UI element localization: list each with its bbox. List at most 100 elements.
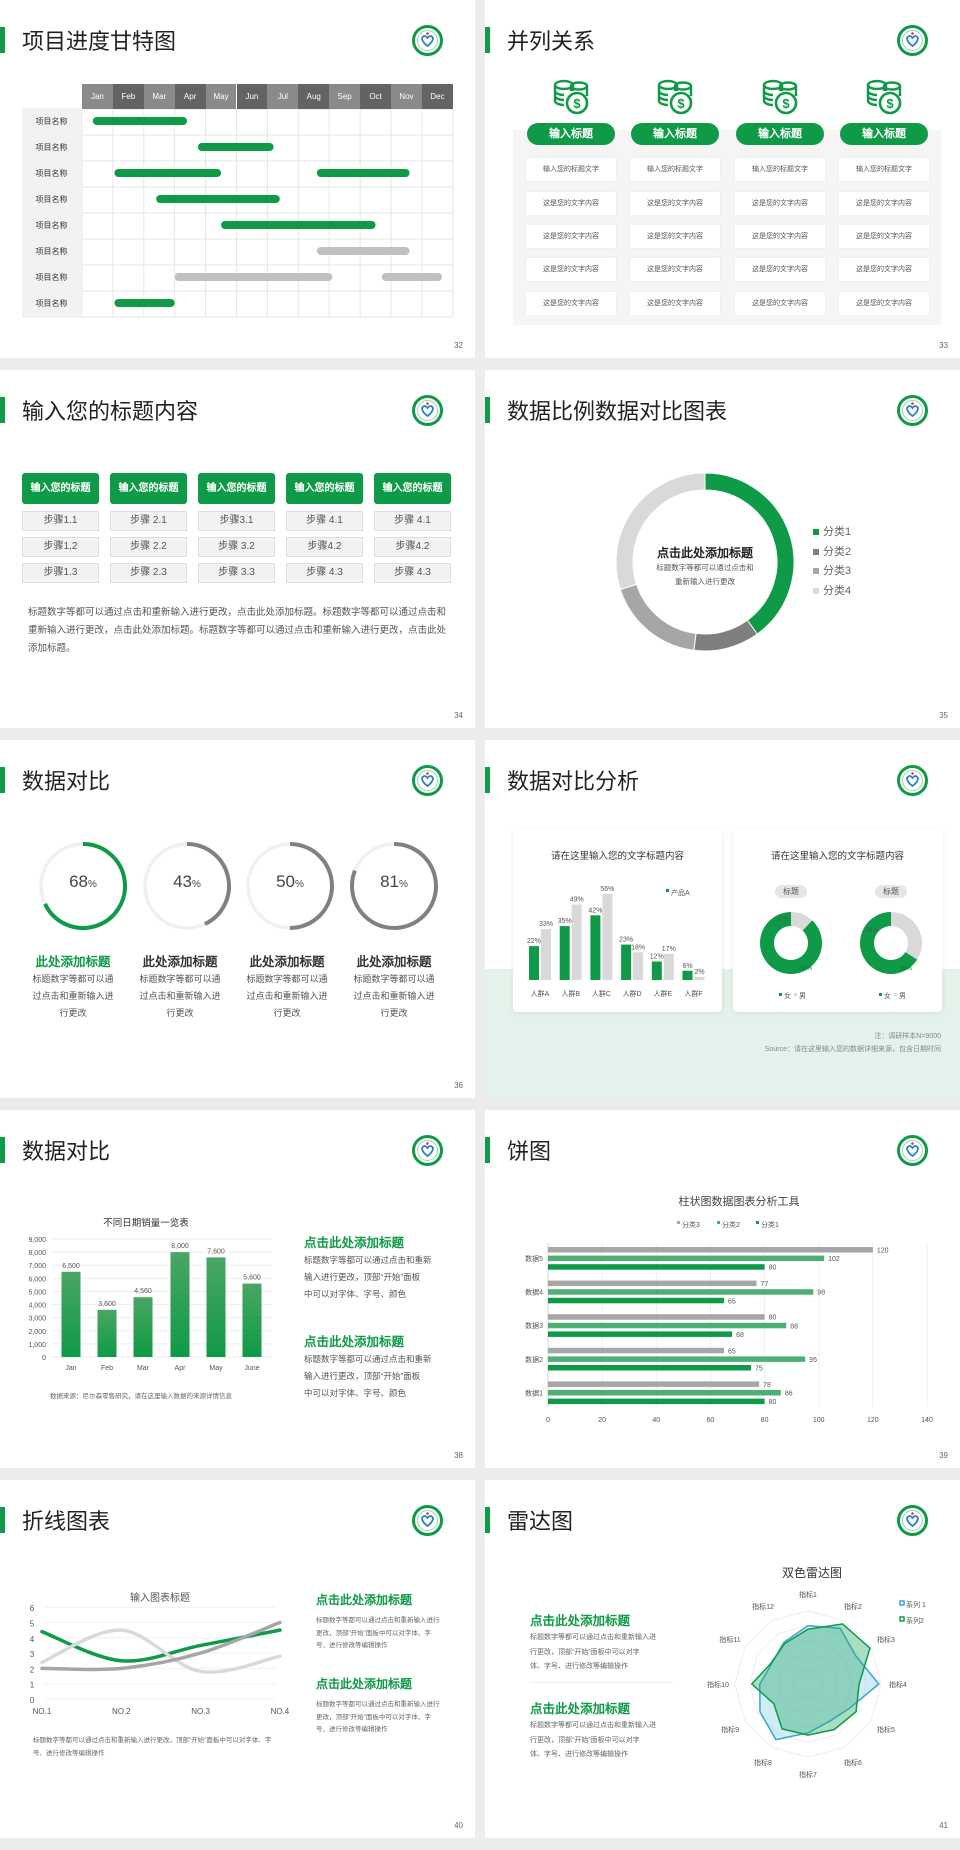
legend-item: 分类2: [813, 543, 851, 559]
step-box[interactable]: 步骤 2.1: [110, 511, 187, 531]
item-description: 行更改: [273, 1008, 301, 1018]
slide-title: 折线图表: [22, 1509, 111, 1534]
month-header-Mar: Mar: [143, 84, 175, 109]
step-box[interactable]: 步骤 3.2: [198, 537, 275, 557]
donut-slice-分类2: [693, 619, 759, 652]
step-box[interactable]: 步骤4.2: [374, 537, 451, 557]
slide-33: 并列关系 33 $ 输入标题 输入您的标题文字 这是您的文字内容 这是您的文字内容 这是您的文…: [485, 0, 960, 358]
percent-number: 68: [69, 872, 88, 891]
step-box[interactable]: 步骤4.2: [286, 537, 363, 557]
column-title-pill[interactable]: 输入标题: [736, 123, 824, 145]
percent-number: 50: [276, 872, 295, 891]
bar: [548, 1289, 814, 1295]
logo: [412, 395, 443, 426]
content-cell: 这是您的文字内容: [839, 292, 929, 315]
task-label: 项目名称: [22, 265, 81, 290]
step-header[interactable]: 输入您的标题: [286, 473, 363, 504]
gantt-bar: [221, 221, 376, 229]
grouped-bar-chart: 22%33%人群A35%49%人群B42%56%人群C23%18%人群D12%1…: [527, 886, 922, 1000]
step-header[interactable]: 输入您的标题: [110, 473, 187, 504]
item-description: 行更改: [59, 1008, 87, 1018]
content-cell: 这是您的文字内容: [630, 292, 720, 315]
block-text: 输入进行更改，顶部“开始”面板: [304, 1272, 421, 1282]
step-box[interactable]: 步骤 4.1: [374, 511, 451, 531]
legend-label: 男: [799, 992, 806, 1000]
content-cell: 输入您的标题文字: [735, 158, 825, 181]
legend-label: 男: [899, 992, 906, 1000]
donut-slice: [791, 912, 813, 931]
step-box[interactable]: 步骤 3.3: [198, 563, 275, 583]
step-header[interactable]: 输入您的标题: [198, 473, 275, 504]
logo: [412, 25, 443, 56]
step-box[interactable]: 步骤 2.2: [110, 537, 187, 557]
radar-grid-ring: [778, 1654, 838, 1714]
left-card-title: 请在这里输入您的文字标题内容: [550, 851, 684, 862]
content-cell: 这是您的文字内容: [526, 258, 616, 281]
item-title: 此处添加标题: [249, 955, 325, 969]
legend-label: 分类4: [823, 584, 852, 597]
chart-title: 不同日期销量一览表: [103, 1217, 189, 1229]
bar-value-label: 3,600: [98, 1301, 116, 1308]
month-header-Nov: Nov: [391, 84, 422, 109]
step-box[interactable]: 步骤3.1: [198, 511, 275, 531]
y-tick-label: 6: [30, 1604, 35, 1613]
column-title-pill[interactable]: 输入标题: [527, 123, 615, 145]
bar-value-label: 80: [769, 1399, 777, 1406]
gantt-bar: [316, 169, 410, 177]
step-header[interactable]: 输入您的标题: [22, 473, 99, 504]
school-emblem-logo: [897, 1505, 928, 1536]
x-tick-label: 80: [761, 1417, 769, 1424]
item-description: 过点击和重新输入进: [139, 991, 221, 1001]
school-emblem-logo: [897, 395, 928, 426]
step-header[interactable]: 输入您的标题: [374, 473, 451, 504]
category-label: 人群E: [653, 989, 672, 998]
progress-rings: [39, 842, 438, 930]
item-description: 行更改: [380, 1008, 408, 1018]
task-label: 项目名称: [22, 109, 81, 134]
bar: [633, 952, 644, 980]
bar-value-label: 42%: [588, 907, 602, 914]
percent-unit: %: [192, 879, 201, 890]
column-title-pill[interactable]: 输入标题: [631, 123, 719, 145]
bar-value-label: 77: [760, 1281, 768, 1288]
y-tick-label: 1,000: [28, 1342, 46, 1349]
axis-label: 指标9: [721, 1725, 739, 1734]
x-tick-label: Apr: [175, 1365, 187, 1372]
column-title-pill[interactable]: 输入标题: [840, 123, 928, 145]
step-box[interactable]: 步骤 2.3: [110, 563, 187, 583]
bar-value-label: 7,600: [207, 1248, 225, 1255]
bar: [548, 1297, 724, 1304]
title-accent-bar: [0, 27, 5, 53]
legend-swatch: [677, 1221, 680, 1224]
x-tick-label: 60: [707, 1417, 715, 1424]
bar: [548, 1381, 760, 1387]
percent-number: 43: [173, 872, 192, 891]
bar: [682, 970, 693, 980]
bar-value-label: 49%: [570, 897, 584, 904]
y-tick-label: 2: [30, 1665, 35, 1674]
step-box[interactable]: 步骤1.1: [22, 511, 99, 531]
legend-swatch: [756, 1221, 759, 1224]
x-tick-label: 0: [546, 1417, 550, 1424]
x-tick-label: NO.4: [271, 1707, 290, 1716]
block-title: 点击此处添加标题: [530, 1614, 631, 1628]
title-accent-bar: [0, 397, 5, 423]
bar-value-label: 12%: [650, 954, 664, 961]
category-label: 人群C: [592, 989, 611, 998]
step-box[interactable]: 步骤 4.1: [286, 511, 363, 531]
legend-swatch: [813, 548, 819, 555]
step-box[interactable]: 步骤1.3: [22, 563, 99, 583]
y-tick-label: 6,000: [28, 1276, 46, 1283]
legend-label: 系列 1: [906, 1600, 926, 1609]
percent-value: 81%: [354, 872, 434, 892]
content-cell: 这是您的文字内容: [526, 225, 616, 248]
bar-June: [242, 1283, 262, 1357]
step-box[interactable]: 步骤1.2: [22, 537, 99, 557]
bar-value-label: 8,000: [171, 1243, 189, 1250]
month-header-May: May: [205, 84, 237, 109]
legend-swatch: [899, 1600, 905, 1606]
step-box[interactable]: 步骤 4.3: [286, 563, 363, 583]
page-number: 40: [454, 1821, 463, 1830]
task-label: 项目名称: [22, 135, 81, 160]
step-box[interactable]: 步骤 4.3: [374, 563, 451, 583]
